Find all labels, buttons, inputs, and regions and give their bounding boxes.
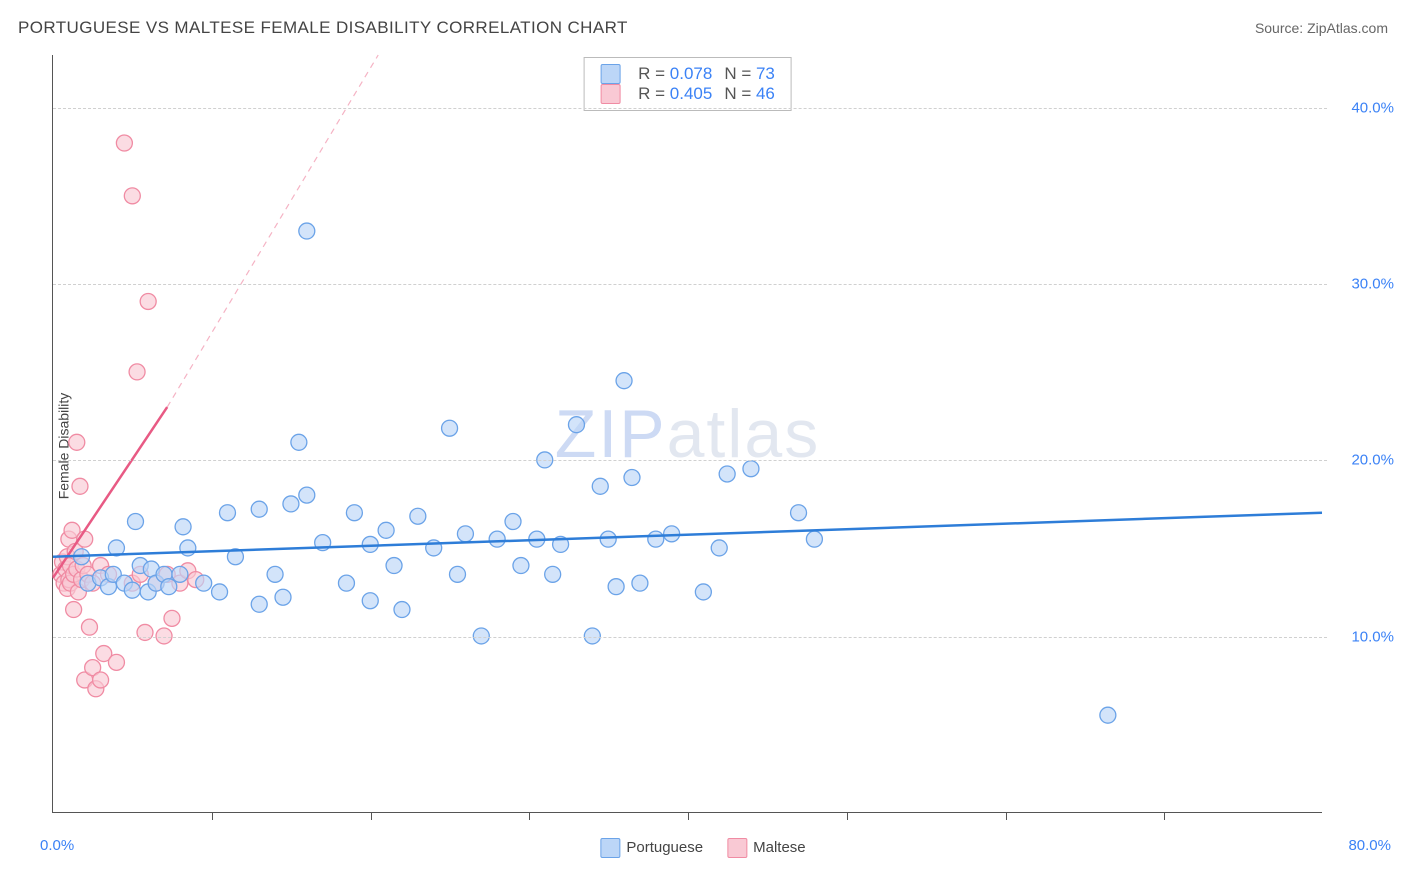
data-point: [568, 417, 584, 433]
data-point: [711, 540, 727, 556]
data-point: [592, 478, 608, 494]
data-point: [362, 593, 378, 609]
x-tick: [847, 812, 848, 820]
data-point: [1100, 707, 1116, 723]
stats-row-portuguese: R = 0.078 N = 73: [600, 64, 775, 84]
data-point: [283, 496, 299, 512]
grid-line: [53, 460, 1327, 461]
title-bar: PORTUGUESE VS MALTESE FEMALE DISABILITY …: [18, 18, 1388, 38]
data-point: [648, 531, 664, 547]
data-point: [196, 575, 212, 591]
data-point: [378, 522, 394, 538]
data-point: [124, 188, 140, 204]
data-point: [108, 654, 124, 670]
data-point: [180, 540, 196, 556]
correlation-stats-box: R = 0.078 N = 73 R = 0.405 N = 46: [583, 57, 792, 111]
data-point: [161, 579, 177, 595]
x-tick: [688, 812, 689, 820]
data-point: [806, 531, 822, 547]
data-point: [743, 461, 759, 477]
data-point: [175, 519, 191, 535]
data-point: [275, 589, 291, 605]
data-point: [338, 575, 354, 591]
data-point: [791, 505, 807, 521]
data-point: [513, 558, 529, 574]
data-point: [72, 478, 88, 494]
data-point: [457, 526, 473, 542]
regression-line: [53, 513, 1322, 557]
data-point: [219, 505, 235, 521]
swatch-maltese-footer: [727, 838, 747, 858]
data-point: [212, 584, 228, 600]
data-point: [394, 602, 410, 618]
data-point: [291, 434, 307, 450]
data-point: [124, 582, 140, 598]
data-point: [172, 566, 188, 582]
data-point: [251, 501, 267, 517]
x-tick: [1006, 812, 1007, 820]
data-point: [600, 531, 616, 547]
data-point: [545, 566, 561, 582]
data-point: [251, 596, 267, 612]
data-point: [346, 505, 362, 521]
data-point: [410, 508, 426, 524]
data-point: [489, 531, 505, 547]
data-point: [624, 470, 640, 486]
data-point: [299, 487, 315, 503]
data-point: [505, 514, 521, 530]
data-point: [66, 602, 82, 618]
data-point: [81, 619, 97, 635]
swatch-portuguese: [600, 64, 620, 84]
data-point: [129, 364, 145, 380]
x-tick: [1164, 812, 1165, 820]
source-attribution: Source: ZipAtlas.com: [1255, 20, 1388, 36]
legend-item-portuguese: Portuguese: [600, 838, 703, 858]
data-point: [450, 566, 466, 582]
plot-area: ZIPatlas R = 0.078 N = 73 R = 0.405 N = …: [52, 55, 1322, 813]
data-point: [442, 420, 458, 436]
data-point: [127, 514, 143, 530]
footer-legend: Portuguese Maltese: [600, 838, 805, 858]
data-point: [695, 584, 711, 600]
y-tick-label: 10.0%: [1329, 628, 1394, 645]
data-point: [267, 566, 283, 582]
grid-line: [53, 284, 1327, 285]
data-point: [164, 610, 180, 626]
data-point: [69, 434, 85, 450]
data-point: [93, 672, 109, 688]
y-tick-label: 30.0%: [1329, 276, 1394, 293]
chart-title: PORTUGUESE VS MALTESE FEMALE DISABILITY …: [18, 18, 628, 38]
data-point: [140, 293, 156, 309]
data-point: [116, 135, 132, 151]
x-axis-start-label: 0.0%: [40, 837, 74, 854]
y-tick-label: 20.0%: [1329, 452, 1394, 469]
y-tick-label: 40.0%: [1329, 99, 1394, 116]
x-tick: [529, 812, 530, 820]
swatch-maltese: [600, 84, 620, 104]
grid-line: [53, 637, 1327, 638]
x-axis-end-label: 80.0%: [1348, 837, 1391, 854]
data-point: [632, 575, 648, 591]
swatch-portuguese-footer: [600, 838, 620, 858]
legend-item-maltese: Maltese: [727, 838, 806, 858]
data-point: [137, 624, 153, 640]
x-tick: [371, 812, 372, 820]
data-point: [386, 558, 402, 574]
x-tick: [212, 812, 213, 820]
data-point: [616, 373, 632, 389]
chart-svg: [53, 55, 1322, 812]
stats-row-maltese: R = 0.405 N = 46: [600, 84, 775, 104]
data-point: [719, 466, 735, 482]
grid-line: [53, 108, 1327, 109]
data-point: [608, 579, 624, 595]
data-point: [299, 223, 315, 239]
